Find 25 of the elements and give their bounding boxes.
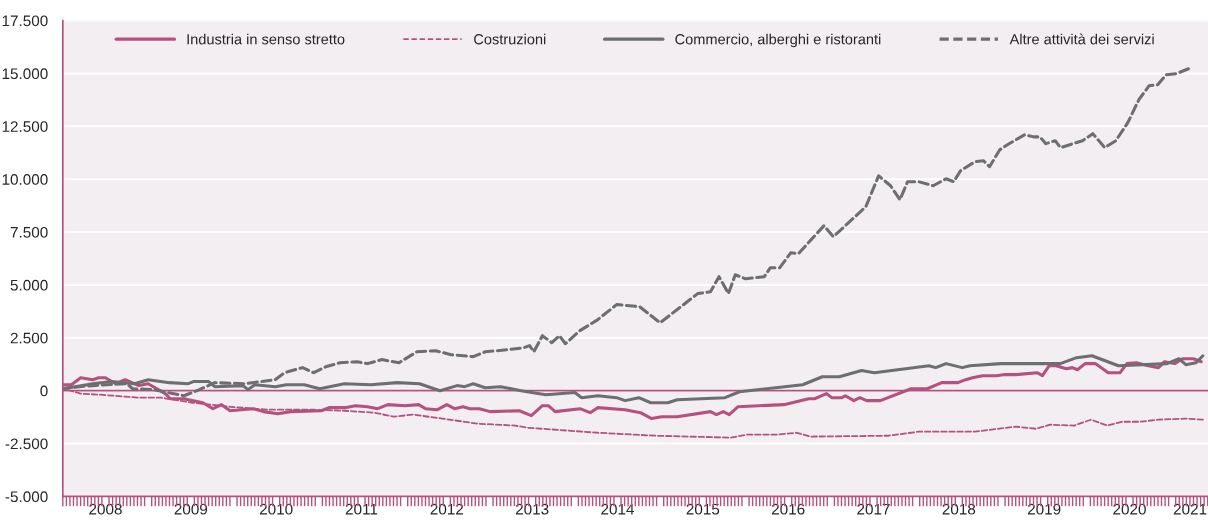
y-tick-label: 5.000 [10,279,48,291]
x-tick-label: 2020 [1113,503,1146,515]
y-tick-label: 7.500 [10,226,48,238]
y-tick-label: 0 [40,385,48,397]
x-tick-label: 2012 [430,503,464,515]
x-tick-label: 2017 [857,503,890,515]
legend-label: Altre attività dei servizi [1009,33,1154,45]
y-tick-label: 2.500 [10,332,48,344]
x-tick-label: 2018 [942,503,976,515]
y-tick-label: -5.000 [5,491,48,503]
y-tick-label: 17.500 [2,15,48,27]
legend-label: Commercio, alberghi e ristoranti [675,33,881,48]
x-tick-label: 2014 [601,503,635,515]
legend-label: Costruzioni [474,33,546,45]
y-tick-label: 10.000 [2,174,48,185]
x-tick-label: 2011 [345,503,378,515]
x-tick-label: 2016 [771,503,805,515]
x-tick-label: 2015 [686,503,720,515]
legend-label: Industria in senso stretto [187,33,345,45]
y-tick-label: 12.500 [2,121,48,132]
y-tick-label: 15.000 [2,68,48,80]
x-tick-label: 2009 [174,503,208,515]
x-tick-label: 2021 [1173,503,1207,515]
x-tick-label: 2008 [89,503,122,515]
y-tick-label: -2.500 [5,438,48,450]
